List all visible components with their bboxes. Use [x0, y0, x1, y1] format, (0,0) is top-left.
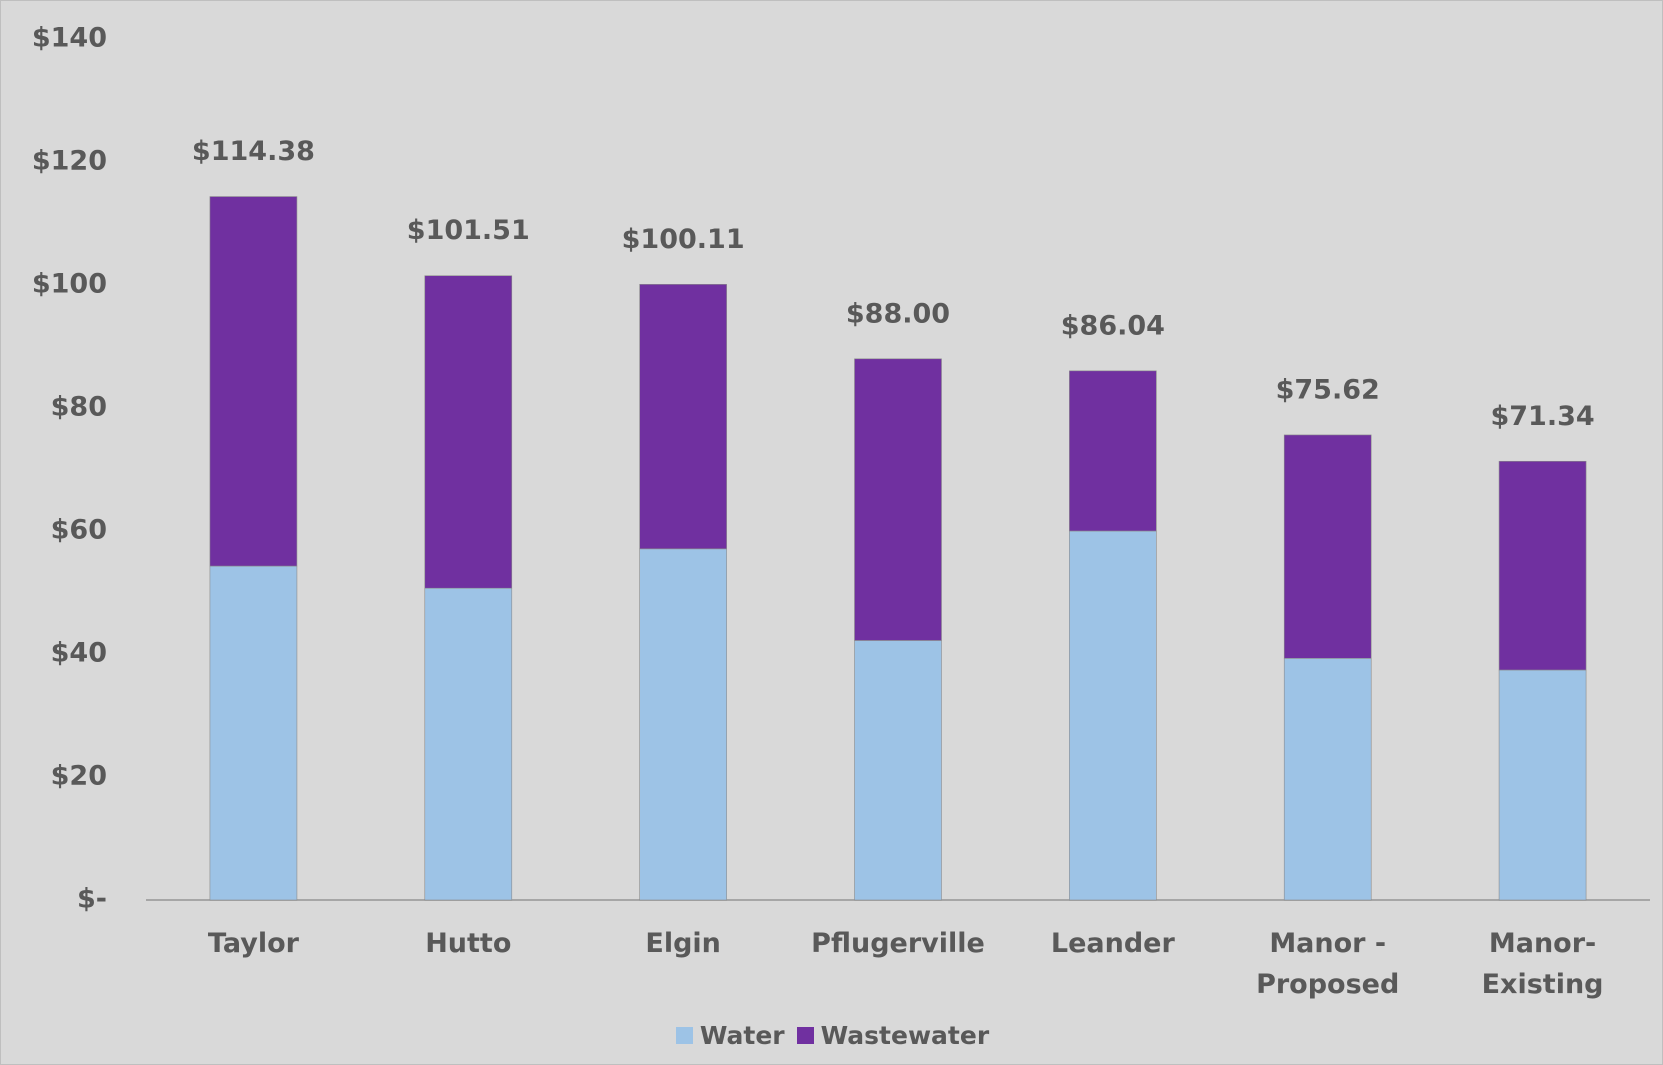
legend-item: Wastewater	[796, 1021, 990, 1050]
total-label: $75.62	[1276, 374, 1380, 405]
y-tick-label: $80	[51, 392, 107, 423]
bar-segment	[209, 196, 298, 567]
bar-segment	[1283, 434, 1372, 659]
bar-segment	[1069, 530, 1157, 901]
y-tick-label: $40	[51, 638, 107, 669]
total-label: $114.38	[192, 136, 315, 167]
bar-segment	[1069, 370, 1157, 532]
bar-segment	[424, 275, 513, 589]
bar-segment	[209, 565, 298, 901]
x-tick-label: Leander	[1050, 928, 1175, 959]
bar-segment	[854, 640, 942, 901]
bar-segment	[424, 587, 513, 901]
x-tick-label: Pflugerville	[811, 928, 985, 959]
total-label: $101.51	[407, 215, 530, 246]
y-tick-label: $60	[51, 515, 107, 546]
y-tick-label: $20	[51, 761, 107, 792]
x-tick-label: Hutto	[425, 928, 512, 959]
y-tick-label: $120	[32, 146, 107, 177]
bar-segment	[1498, 460, 1587, 671]
legend-label: Wastewater	[820, 1021, 990, 1050]
total-label: $100.11	[622, 224, 745, 255]
legend: Water Wastewater	[1, 1021, 1663, 1050]
bar-segment	[639, 284, 727, 550]
legend-swatch	[675, 1027, 693, 1044]
total-label: $88.00	[846, 298, 950, 329]
y-tick-label: $140	[32, 23, 107, 54]
x-tick-label: Manor - Proposed	[1256, 928, 1400, 1000]
legend-swatch	[796, 1027, 814, 1044]
legend-item: Water	[675, 1021, 785, 1050]
total-label: $86.04	[1061, 310, 1165, 341]
x-tick-label: Manor-Existing	[1481, 928, 1604, 1000]
x-tick-label: Elgin	[645, 928, 721, 959]
y-tick-label: $-	[77, 884, 107, 915]
total-label: $71.34	[1490, 401, 1594, 432]
bar-segment	[1283, 658, 1372, 901]
bar-segment	[854, 358, 942, 641]
bar-segment	[1498, 669, 1587, 901]
y-tick-label: $100	[32, 269, 107, 300]
x-tick-label: Taylor	[207, 928, 299, 959]
legend-label: Water	[699, 1021, 785, 1050]
bar-segment	[639, 548, 727, 901]
